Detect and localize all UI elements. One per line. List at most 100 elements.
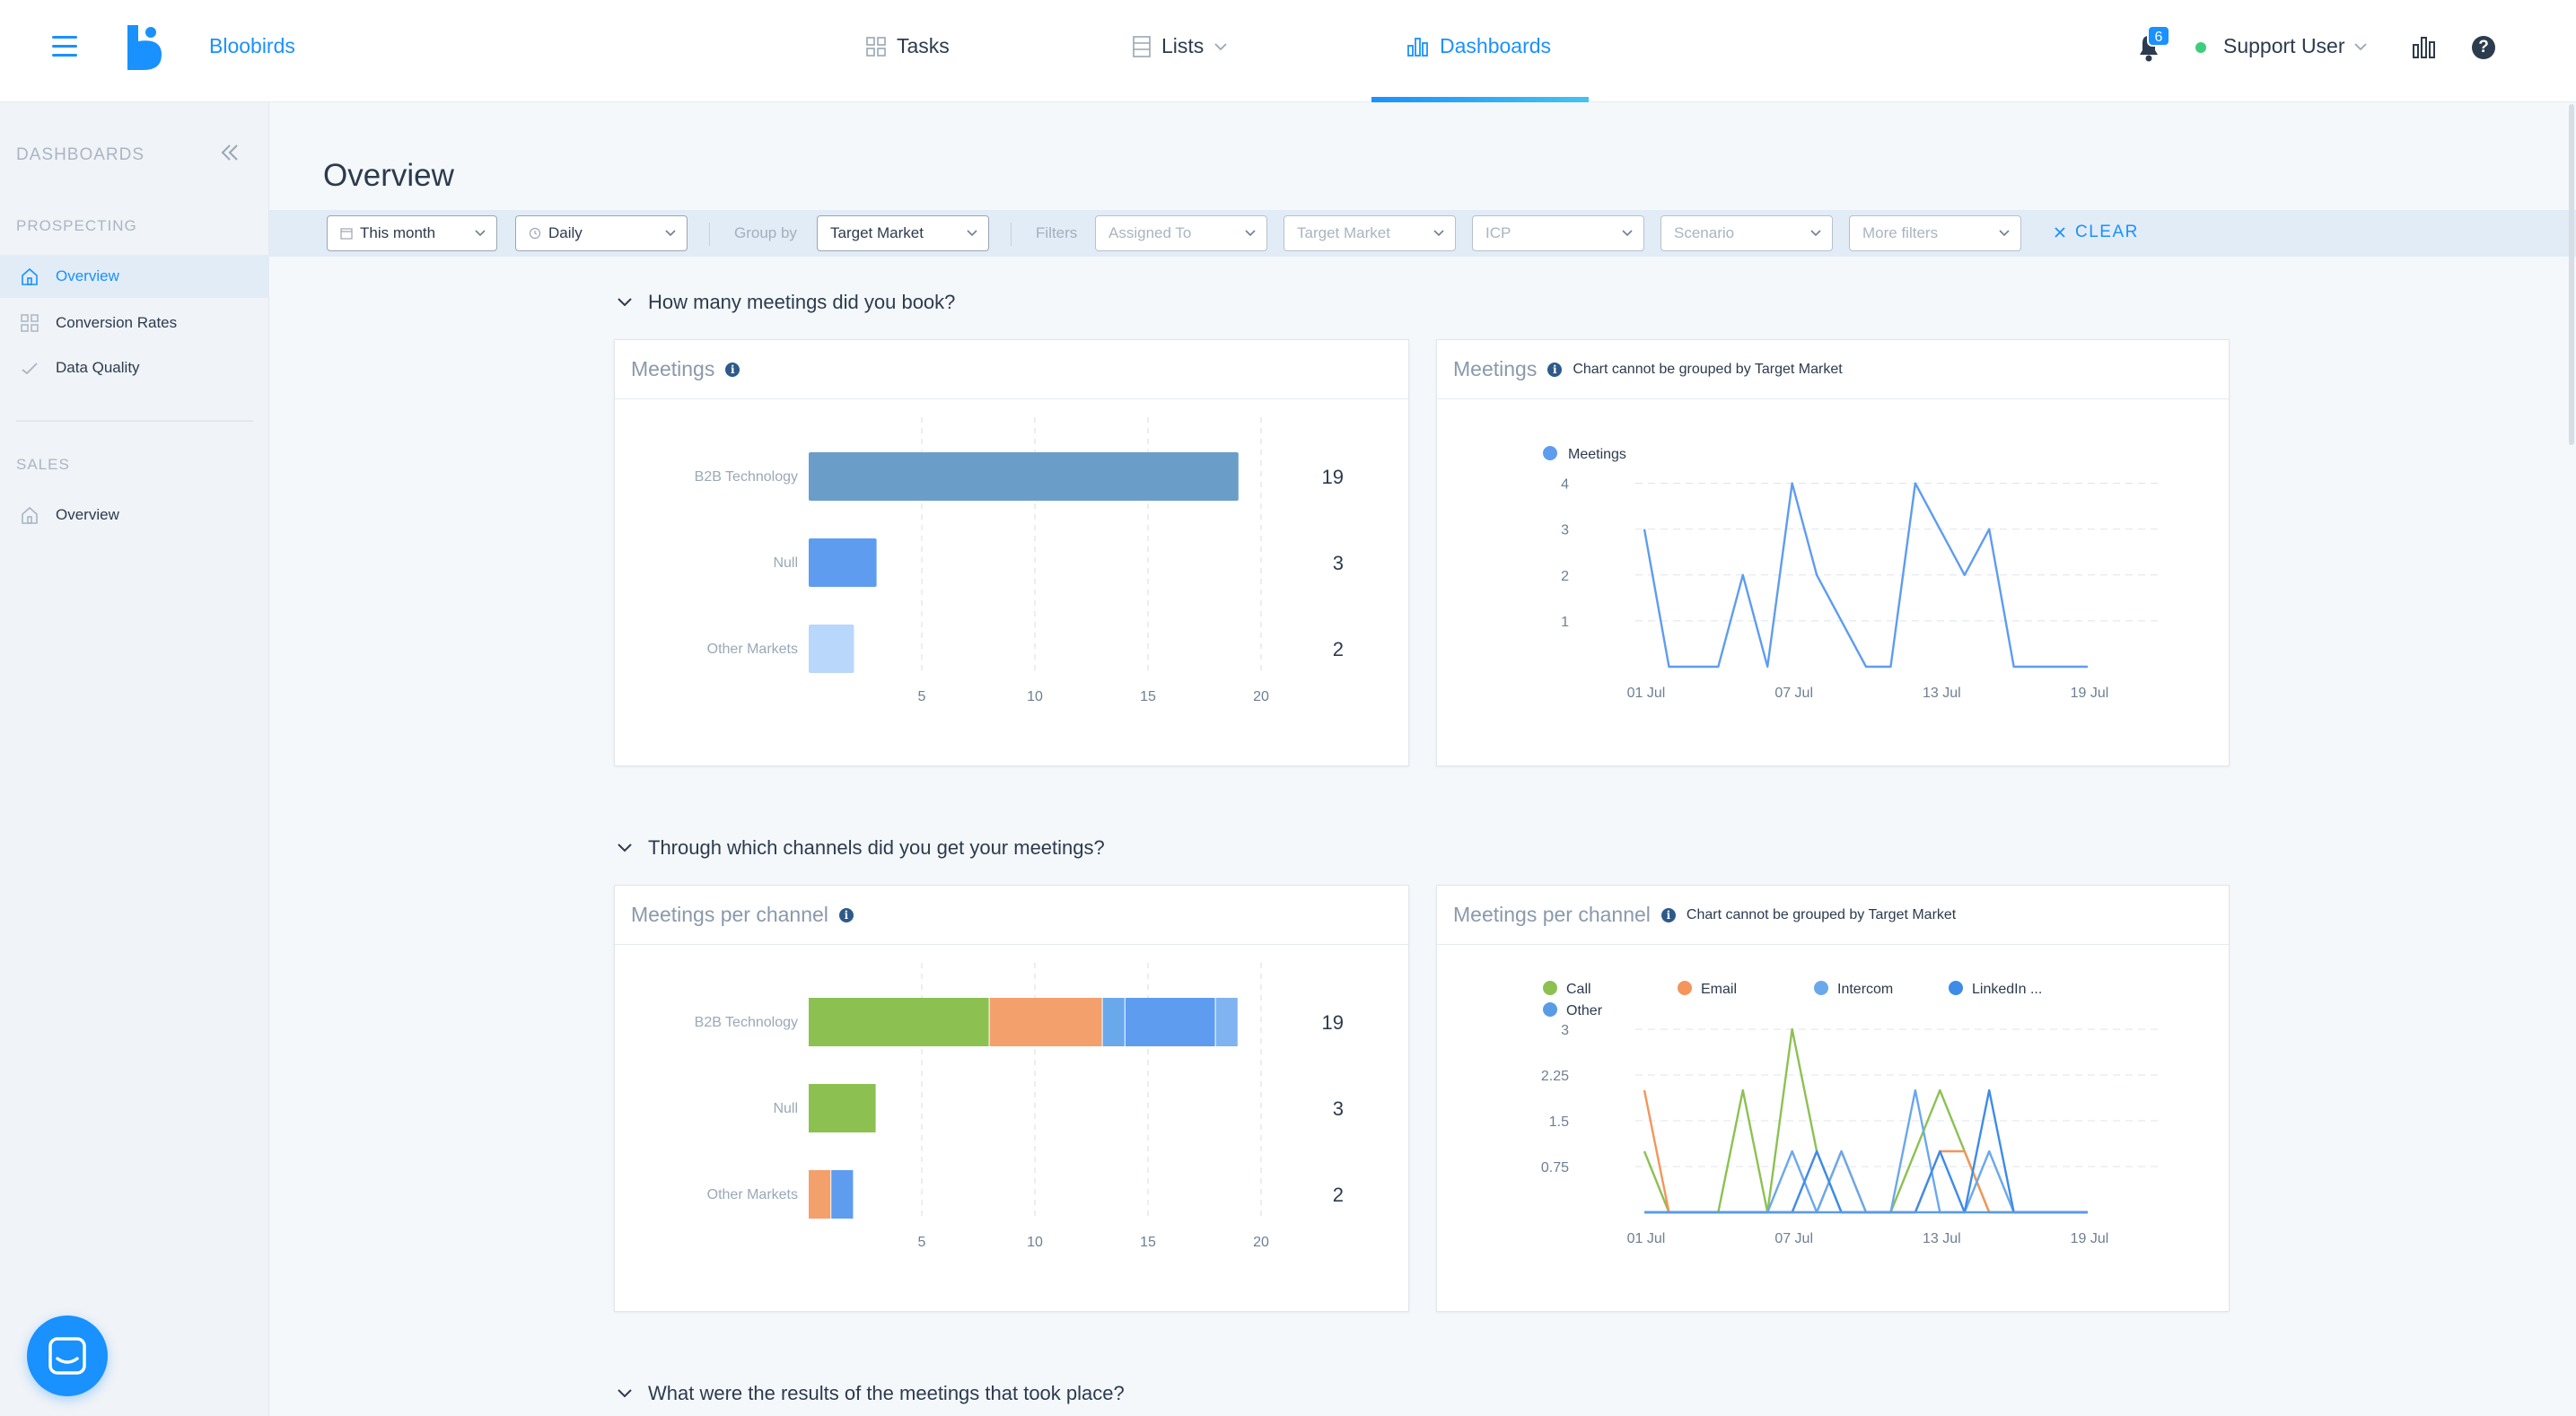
bar-segment: [1102, 998, 1125, 1046]
section-title: Through which channels did you get your …: [648, 836, 1105, 859]
notification-count-badge: 6: [2147, 25, 2170, 47]
granularity-select[interactable]: Daily: [515, 215, 688, 251]
sidebar-group-prospecting: PROSPECTING: [16, 217, 137, 234]
sidebar-item-prospecting-overview[interactable]: Overview: [0, 255, 269, 298]
clock-icon: [529, 227, 541, 240]
icp-filter[interactable]: ICP: [1472, 215, 1644, 251]
active-tab-indicator: [1371, 97, 1589, 102]
legend-marker: [1678, 981, 1692, 995]
x-tick-label: 13 Jul: [1923, 686, 1961, 701]
series-line: [1644, 1088, 2088, 1214]
more-filters-select[interactable]: More filters: [1849, 215, 2021, 251]
section-meeting-results[interactable]: What were the results of the meetings th…: [618, 1382, 1125, 1405]
tab-tasks[interactable]: Tasks: [866, 34, 950, 58]
bar-segment: [1215, 998, 1238, 1046]
tab-dashboards[interactable]: Dashboards: [1407, 34, 1551, 58]
data-label: 2: [1333, 638, 1344, 660]
section-meetings-channels[interactable]: Through which channels did you get your …: [618, 836, 1105, 860]
card-header: Meetings per channel i Chart cannot be g…: [1437, 886, 2229, 945]
clear-filters-button[interactable]: CLEAR: [2054, 223, 2139, 242]
scenario-filter[interactable]: Scenario: [1660, 215, 1833, 251]
sidebar-item-data-quality[interactable]: Data Quality: [0, 346, 269, 389]
channel-bar-card: Meetings per channel i 5 10 15 20 B2B Techno…: [614, 885, 1409, 1312]
bar-segment: [809, 1170, 831, 1219]
x-tick-label: 07 Jul: [1774, 686, 1813, 701]
x-tick-label: 5: [918, 689, 926, 704]
menu-icon[interactable]: [52, 36, 77, 57]
legend-marker: [1949, 981, 1963, 995]
clear-label: CLEAR: [2075, 223, 2139, 241]
section-meetings-booked[interactable]: How many meetings did you book?: [618, 291, 955, 314]
more-filters-placeholder: More filters: [1862, 224, 1939, 241]
list-icon: [1133, 35, 1151, 57]
data-label: 19: [1322, 1011, 1344, 1034]
info-icon[interactable]: i: [725, 362, 740, 377]
sidebar-divider: [16, 420, 253, 422]
assigned-to-placeholder: Assigned To: [1108, 224, 1192, 241]
y-tick-label: 3: [1561, 1023, 1569, 1038]
page-scrollbar[interactable]: [2569, 104, 2574, 445]
chevron-down-icon: [618, 1389, 632, 1398]
collapse-sidebar-icon[interactable]: [219, 142, 241, 163]
stats-icon[interactable]: [2411, 34, 2438, 61]
page-title: Overview: [323, 158, 454, 193]
data-label: 2: [1333, 1184, 1344, 1206]
chevron-down-icon: [967, 230, 977, 237]
card-header: Meetings per channel i: [615, 886, 1408, 945]
bar: [809, 625, 854, 673]
filter-separator: [709, 223, 710, 246]
bar-segment: [831, 1170, 854, 1219]
sidebar-item-sales-overview[interactable]: Overview: [0, 494, 269, 537]
x-tick-label: 15: [1140, 1235, 1156, 1250]
date-range-select[interactable]: This month: [327, 215, 497, 251]
chevron-down-icon: [618, 843, 632, 852]
x-tick-label: 13 Jul: [1923, 1231, 1961, 1246]
category-label: B2B Technology: [695, 469, 798, 485]
chevron-down-icon: [665, 230, 676, 237]
sidebar-item-conversion-rates[interactable]: Conversion Rates: [0, 302, 269, 345]
info-icon[interactable]: i: [1660, 907, 1676, 922]
category-label: Null: [773, 555, 798, 571]
legend-marker: [1543, 446, 1557, 460]
x-tick-label: 19 Jul: [2071, 1231, 2109, 1246]
legend-marker: [1543, 981, 1557, 995]
chevron-down-icon: [618, 298, 632, 307]
info-icon[interactable]: i: [838, 907, 854, 922]
group-by-label: Group by: [734, 224, 797, 241]
info-icon[interactable]: i: [1547, 362, 1563, 377]
sidebar-item-label: Data Quality: [56, 359, 140, 376]
chat-icon: [48, 1337, 86, 1375]
legend-label: Intercom: [1837, 982, 1893, 997]
bloobirds-logo[interactable]: [126, 25, 163, 70]
grid-icon: [866, 36, 886, 57]
data-label: 19: [1322, 466, 1344, 488]
tab-lists[interactable]: Lists: [1133, 34, 1227, 58]
chat-launcher-button[interactable]: [27, 1315, 108, 1396]
sidebar-item-label: Conversion Rates: [56, 314, 178, 331]
meetings-bar-chart: 5 10 15 20 B2B Technology 19 Null 3 Other Market…: [695, 417, 1344, 704]
close-icon: [2055, 227, 2065, 238]
scenario-placeholder: Scenario: [1674, 224, 1735, 241]
sidebar-heading: DASHBOARDS: [16, 145, 145, 164]
channel-bar-chart: 5 10 15 20 B2B Technology 19 Null 3 Other Market…: [695, 963, 1344, 1250]
target-market-filter[interactable]: Target Market: [1284, 215, 1456, 251]
tab-dashboards-label: Dashboards: [1440, 34, 1552, 57]
bar-segment: [1125, 998, 1215, 1046]
chevron-down-icon: [2353, 42, 2367, 50]
category-label: B2B Technology: [695, 1015, 798, 1030]
chevron-down-icon: [475, 230, 486, 237]
user-menu[interactable]: Support User: [2223, 34, 2367, 58]
bar: [809, 538, 877, 587]
filter-separator: [1011, 223, 1012, 246]
sidebar-item-label: Overview: [56, 267, 119, 284]
help-icon[interactable]: ?: [2472, 36, 2495, 59]
group-by-select[interactable]: Target Market: [817, 215, 989, 251]
y-tick-label: 4: [1561, 477, 1569, 493]
assigned-to-filter[interactable]: Assigned To: [1095, 215, 1267, 251]
chevron-down-icon: [1622, 230, 1633, 237]
sidebar: DASHBOARDS PROSPECTING Overview Conversi…: [0, 102, 269, 1416]
series-line: [1644, 1088, 2088, 1214]
x-tick-label: 15: [1140, 689, 1156, 704]
brand-name[interactable]: Bloobirds: [209, 34, 295, 57]
card-title: Meetings: [631, 357, 715, 380]
